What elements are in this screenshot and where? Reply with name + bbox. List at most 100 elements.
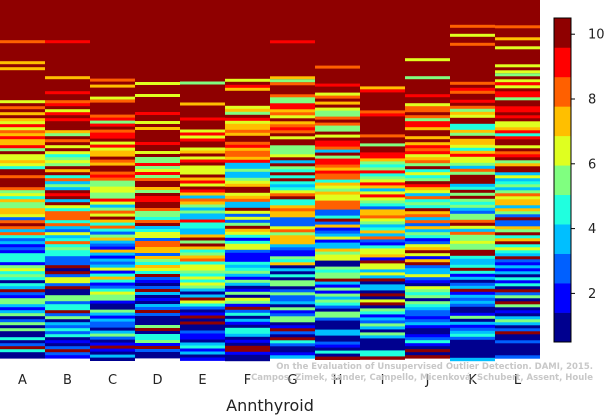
heatmap-cell (315, 140, 360, 144)
heatmap-cell (0, 271, 45, 275)
heatmap-cell (450, 219, 495, 224)
heatmap-cell (180, 183, 225, 187)
heatmap-cell (405, 214, 450, 218)
heatmap-cell (405, 244, 450, 248)
heatmap-cell (495, 349, 540, 353)
heatmap-cell (315, 206, 360, 210)
heatmap-cell (315, 278, 360, 282)
heatmap-cell (360, 128, 405, 132)
heatmap-cell (405, 178, 450, 182)
heatmap-cell (405, 226, 450, 230)
heatmap-cell (450, 108, 495, 113)
heatmap-cell (45, 124, 90, 128)
heatmap-cell (495, 124, 540, 128)
heatmap-cell (495, 223, 540, 227)
heatmap-cell (135, 163, 180, 167)
heatmap-cell (180, 240, 225, 244)
heatmap-cell (0, 199, 45, 203)
heatmap-cell (495, 73, 540, 77)
heatmap-cell (450, 90, 495, 95)
heatmap-cell (270, 172, 315, 176)
heatmap-cell (495, 166, 540, 170)
heatmap-cell (405, 106, 450, 110)
heatmap-cell (270, 289, 315, 293)
heatmap-cell (450, 114, 495, 119)
heatmap-cell (495, 301, 540, 305)
heatmap-cell (225, 192, 270, 197)
heatmap-cell (450, 267, 495, 272)
heatmap-cell (45, 352, 90, 356)
heatmap-cell (405, 160, 450, 164)
heatmap-cell (270, 259, 315, 263)
heatmap-cell (0, 298, 45, 302)
heatmap-cell (225, 285, 270, 290)
heatmap-cell (135, 316, 180, 320)
heatmap-cell (405, 298, 450, 302)
heatmap-cell (45, 133, 90, 137)
heatmap-cell (315, 116, 360, 120)
heatmap-cell (225, 333, 270, 338)
heatmap-cell (180, 354, 225, 358)
heatmap-cell (450, 312, 495, 317)
heatmap-cell (360, 134, 405, 138)
heatmap-cell (495, 241, 540, 245)
heatmap-cell (315, 308, 360, 312)
heatmap-cell (45, 259, 90, 263)
heatmap-cell (180, 225, 225, 229)
heatmap-cell (270, 136, 315, 140)
heatmap-cell (180, 264, 225, 268)
heatmap-cell (495, 235, 540, 239)
heatmap-cell (495, 274, 540, 278)
heatmap-cell (90, 123, 135, 127)
heatmap-column-k (450, 24, 495, 362)
heatmap-cell (450, 297, 495, 302)
heatmap-cell (0, 322, 45, 326)
heatmap-cell (135, 82, 180, 85)
heatmap-cell (450, 327, 495, 332)
column-label-i: I (381, 373, 385, 388)
heatmap-cell (450, 33, 495, 37)
heatmap-cell (360, 293, 405, 297)
heatmap-cell (360, 188, 405, 192)
heatmap-cell (135, 238, 180, 242)
heatmap-cell (45, 163, 90, 167)
heatmap-cell (315, 122, 360, 126)
column-labels: A B C D E F G H I J K L (18, 373, 522, 388)
heatmap-cell (270, 238, 315, 242)
heatmap-cell (315, 89, 360, 93)
heatmap-cell (405, 172, 450, 176)
heatmap-cell (135, 160, 180, 164)
heatmap-cell (45, 109, 90, 113)
heatmap-cell (225, 117, 270, 122)
colorbar-tick-label: 10 (588, 28, 605, 43)
heatmap-cell (0, 193, 45, 197)
heatmap-cell (270, 217, 315, 221)
heatmap-cell (315, 338, 360, 342)
heatmap-cell (495, 211, 540, 215)
heatmap-cell (270, 229, 315, 233)
heatmap-cell (180, 174, 225, 178)
heatmap-cell (90, 357, 135, 361)
colorbar-tick-label: 4 (588, 222, 596, 237)
heatmap-cell (90, 177, 135, 181)
heatmap-cell (45, 277, 90, 281)
heatmap-cell (360, 272, 405, 276)
heatmap-cell (405, 202, 450, 206)
heatmap-cell (270, 325, 315, 329)
heatmap-cell (135, 190, 180, 194)
heatmap-cell (225, 141, 270, 146)
heatmap-cell (405, 328, 450, 332)
heatmap-cell (495, 322, 540, 326)
heatmap-cell (225, 354, 270, 359)
heatmap-cell (360, 311, 405, 315)
heatmap-cell (450, 189, 495, 194)
heatmap-cell (225, 180, 270, 185)
heatmap-cell (0, 145, 45, 149)
heatmap-cell (405, 343, 450, 347)
heatmap-cell (135, 244, 180, 248)
heatmap-cell (225, 201, 270, 206)
heatmap-cell (180, 297, 225, 301)
heatmap-cell (0, 205, 45, 209)
heatmap-cell (450, 273, 495, 278)
heatmap-cell (495, 280, 540, 284)
